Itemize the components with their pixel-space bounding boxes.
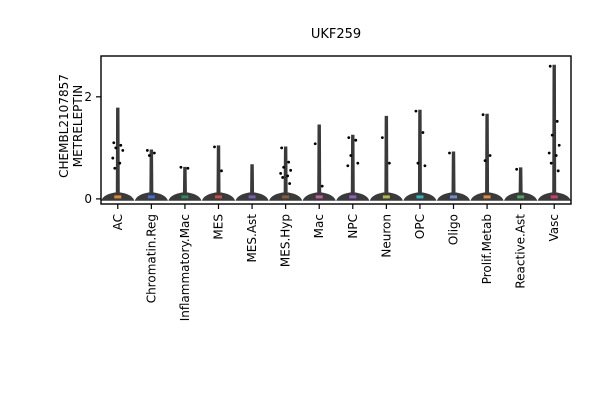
violin-tail	[451, 151, 456, 194]
violin-tail	[552, 64, 557, 194]
violin-tail	[384, 115, 389, 194]
data-point	[416, 161, 420, 165]
violin-box	[450, 195, 457, 199]
data-point	[414, 109, 418, 113]
violin-box	[114, 195, 122, 199]
data-point	[186, 166, 190, 170]
data-point	[550, 133, 554, 137]
data-point	[152, 151, 156, 155]
data-point	[349, 154, 353, 157]
data-point	[515, 167, 519, 171]
violin-box	[147, 195, 155, 199]
data-point	[557, 143, 561, 147]
data-point	[347, 136, 351, 140]
violin-box	[517, 195, 525, 199]
x-tick-label: NPC	[346, 214, 360, 239]
x-tick-label: Inflammatory.Mac	[178, 214, 192, 321]
data-point	[288, 182, 292, 185]
violin-tail	[485, 113, 490, 194]
data-point	[289, 168, 293, 172]
violin-box	[282, 195, 290, 199]
violin-box	[215, 195, 222, 199]
violin-box	[315, 195, 323, 199]
data-point	[483, 159, 487, 163]
x-tick-label: MES.Ast	[245, 214, 259, 263]
data-point	[548, 64, 552, 68]
data-point	[118, 161, 122, 165]
data-point	[421, 131, 425, 134]
violin-tail	[216, 145, 221, 194]
data-point	[280, 146, 284, 150]
data-point	[119, 143, 123, 147]
data-point	[111, 156, 115, 160]
y-axis-label-line-2: METRELEPTIN	[71, 85, 85, 168]
data-point	[113, 166, 117, 170]
y-axis-label: CHEMBL2107857 METRELEPTIN	[57, 74, 85, 178]
data-point	[488, 154, 492, 157]
data-point	[549, 161, 553, 165]
violin-box	[483, 195, 491, 199]
data-point	[121, 149, 125, 152]
data-point	[555, 119, 559, 123]
violin-box	[550, 195, 558, 199]
data-point	[286, 174, 290, 178]
x-tick-label: Vasc	[547, 214, 561, 241]
violin-tail	[283, 146, 288, 194]
violin-tail	[317, 124, 322, 194]
data-point	[282, 165, 286, 169]
data-point	[220, 169, 223, 173]
data-point	[281, 176, 285, 179]
data-point	[147, 154, 151, 157]
data-point	[423, 164, 427, 168]
data-point	[387, 161, 391, 165]
x-tick-label: MES.Hyp	[279, 214, 293, 267]
plot-frame	[100, 55, 572, 205]
data-point	[356, 161, 360, 165]
data-point	[481, 113, 485, 117]
x-tick-label: Chromatin.Reg	[144, 214, 158, 303]
data-point	[354, 138, 358, 142]
violin-box	[248, 195, 256, 199]
data-point	[279, 171, 283, 175]
data-point	[547, 151, 551, 155]
data-point	[112, 141, 116, 145]
y-tick-label: 0	[84, 192, 92, 206]
violin-box	[416, 195, 424, 199]
x-tick-label: Oligo	[447, 214, 461, 245]
violin-tail	[417, 109, 422, 194]
violin-tail	[518, 167, 523, 194]
data-point	[145, 149, 149, 152]
data-point	[179, 165, 183, 169]
data-point	[556, 169, 560, 173]
data-point	[313, 142, 317, 146]
violin-tail	[115, 107, 120, 194]
chart-title: UKF259	[311, 27, 361, 42]
data-point	[114, 146, 118, 150]
violin-tail	[182, 166, 187, 194]
violin-box	[181, 195, 189, 199]
violin-tail	[350, 134, 355, 194]
x-tick-label: OPC	[413, 214, 427, 239]
plot-area: 0 2 AC Chromatin.Reg Inflammatory.Mac MES MES.…	[84, 64, 571, 321]
data-point	[287, 160, 291, 164]
x-tick-label: Neuron	[379, 214, 393, 258]
x-tick-label: Reactive.Ast	[514, 214, 528, 289]
y-tick-label: 2	[84, 90, 92, 104]
data-point	[554, 154, 558, 157]
data-point	[380, 136, 384, 140]
y-axis-label-line-1: CHEMBL2107857	[57, 74, 71, 178]
violin-box	[349, 195, 357, 199]
data-point	[448, 151, 451, 155]
violin-tail	[250, 164, 255, 194]
data-point	[213, 145, 216, 149]
data-point	[320, 184, 324, 188]
x-tick-label: MES	[212, 214, 226, 240]
x-tick-label: Prolif.Metab	[480, 214, 494, 284]
data-point	[346, 164, 350, 168]
x-tick-label: AC	[111, 214, 125, 230]
x-tick-label: Mac	[312, 214, 326, 238]
violin-box	[382, 195, 390, 199]
